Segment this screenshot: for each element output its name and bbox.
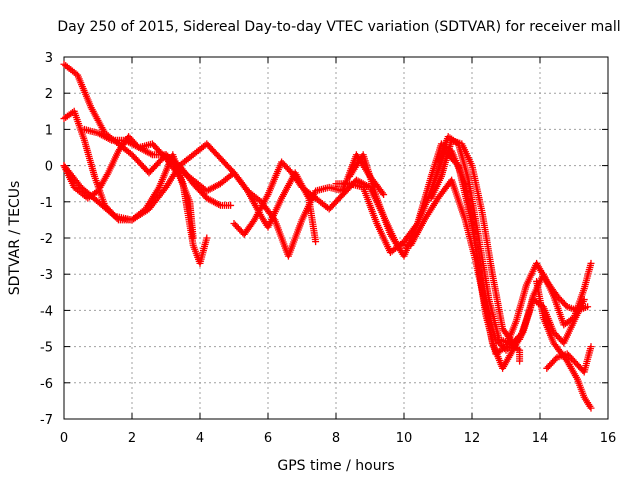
x-tick-label: 4 (196, 431, 204, 446)
data-series (434, 133, 524, 365)
x-tick-label: 14 (532, 431, 549, 446)
x-tick-label: 0 (60, 431, 68, 446)
x-tick-label: 2 (128, 431, 136, 446)
data-point (227, 201, 235, 209)
data-point (584, 303, 592, 311)
y-tick-label: -6 (40, 377, 53, 392)
x-tick-labels: 0 2 4 6 8 10 12 14 16 (60, 431, 616, 446)
x-tick-label: 8 (332, 431, 340, 446)
y-tick-label: -3 (40, 268, 53, 283)
y-tick-label: 0 (45, 160, 53, 175)
y-tick-label: -5 (40, 341, 53, 356)
data-point (380, 191, 388, 199)
x-tick-label: 6 (264, 431, 272, 446)
x-tick-label: 10 (396, 431, 413, 446)
y-tick-label: -7 (40, 413, 53, 428)
data-point (203, 234, 211, 242)
x-tick-label: 12 (464, 431, 481, 446)
data-series (543, 343, 595, 376)
x-tick-label: 16 (600, 431, 617, 446)
data-point (587, 404, 595, 412)
y-tick-label: 1 (45, 123, 53, 138)
y-tick-label: -4 (40, 304, 53, 319)
data-point (518, 330, 526, 338)
data-point (109, 211, 117, 219)
data-point (587, 259, 595, 267)
data-point (312, 238, 320, 246)
y-tick-label: -1 (40, 196, 53, 211)
data-series (533, 277, 595, 412)
data-point (587, 343, 595, 351)
data-point (378, 189, 386, 197)
y-tick-label: 3 (45, 51, 53, 66)
y-tick-label: -2 (40, 232, 53, 247)
chart-title: Day 250 of 2015, Sidereal Day-to-day VTE… (57, 19, 620, 35)
data-point (189, 234, 197, 242)
data-points (60, 60, 595, 412)
x-axis-label: GPS time / hours (277, 458, 394, 474)
y-tick-label: 2 (45, 87, 53, 102)
y-tick-labels: 3 2 1 0 -1 -2 -3 -4 -5 -6 -7 (40, 51, 53, 428)
y-axis-label: SDTVAR / TECUs (7, 181, 23, 296)
data-series (80, 125, 320, 246)
data-point (516, 357, 524, 365)
